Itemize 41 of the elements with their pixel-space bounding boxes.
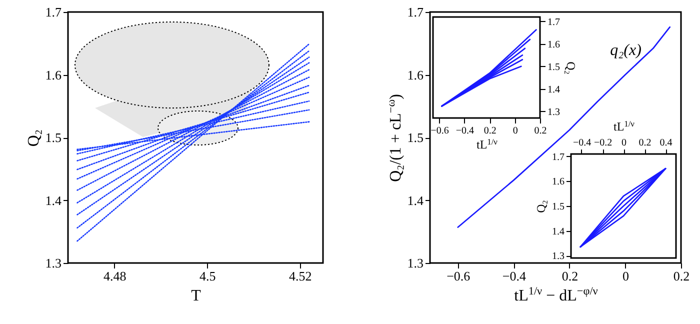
y-tick-label: 1.4 — [552, 226, 564, 238]
x-tick-label: 0.2 — [484, 126, 496, 136]
x-tick-label: 0 — [512, 126, 518, 136]
x-tick-label: 0.2 — [673, 268, 690, 284]
y-tick-label: 1.5 — [45, 130, 62, 145]
x-tick-label: 0.2 — [638, 138, 652, 148]
y-tick-label: 1.4 — [45, 192, 62, 208]
x-tick-label: 4.5 — [199, 268, 216, 284]
x-tick-label: 4.48 — [103, 268, 126, 284]
x-tick-label: −0.6 — [430, 126, 449, 136]
y2-axis-title: Q₂ — [564, 62, 578, 74]
x-tick-label: 0.2 — [534, 126, 547, 136]
y-tick-label: 1.6 — [407, 67, 424, 82]
y-tick-label: 1.6 — [552, 176, 564, 188]
y-tick-label: 1.7 — [552, 152, 564, 163]
y-tick-label: 1.3 — [45, 256, 62, 270]
x-tick-label: −0.4 — [572, 138, 592, 148]
y-axis-title: Q₂ — [25, 129, 42, 147]
annotation: q₂(x) — [610, 42, 642, 59]
y-tick-label: 1.5 — [407, 130, 424, 145]
y-axis-title: Q₂ — [534, 200, 548, 213]
y-tick-label: 1.7 — [45, 4, 62, 20]
y-tick-label: 1.5 — [552, 202, 564, 212]
x-tick-label: −0.4 — [502, 268, 526, 284]
x-tick-label: 0.4 — [660, 138, 672, 148]
y-tick-label: 1.7 — [407, 4, 424, 20]
y-tick-label: 1.4 — [407, 192, 424, 208]
x-tick-label: 0 — [622, 138, 626, 148]
x-tick-label: −0.2 — [594, 138, 612, 148]
x-axis-title: tL$^{1/ν}$ — [476, 137, 498, 152]
y-tick-label: 1.3 — [407, 256, 424, 270]
y-tick-label: 1.6 — [45, 67, 62, 82]
x-axis-title: tL$^{1/ν}$ — [614, 119, 635, 134]
x-tick-label: 4.52 — [288, 268, 312, 284]
y-tick-label: 1.3 — [552, 251, 564, 262]
x-axis-title: tL$^{1/ν}$ − dL$^{−φ/ν}$ — [514, 286, 598, 304]
x-axis-title: T — [191, 288, 202, 304]
x-tick-label: 0.2 — [562, 268, 578, 284]
x-tick-label: −0.4 — [456, 126, 474, 136]
x-tick-label: 0 — [622, 268, 629, 284]
x-tick-label: −0.6 — [446, 268, 471, 284]
